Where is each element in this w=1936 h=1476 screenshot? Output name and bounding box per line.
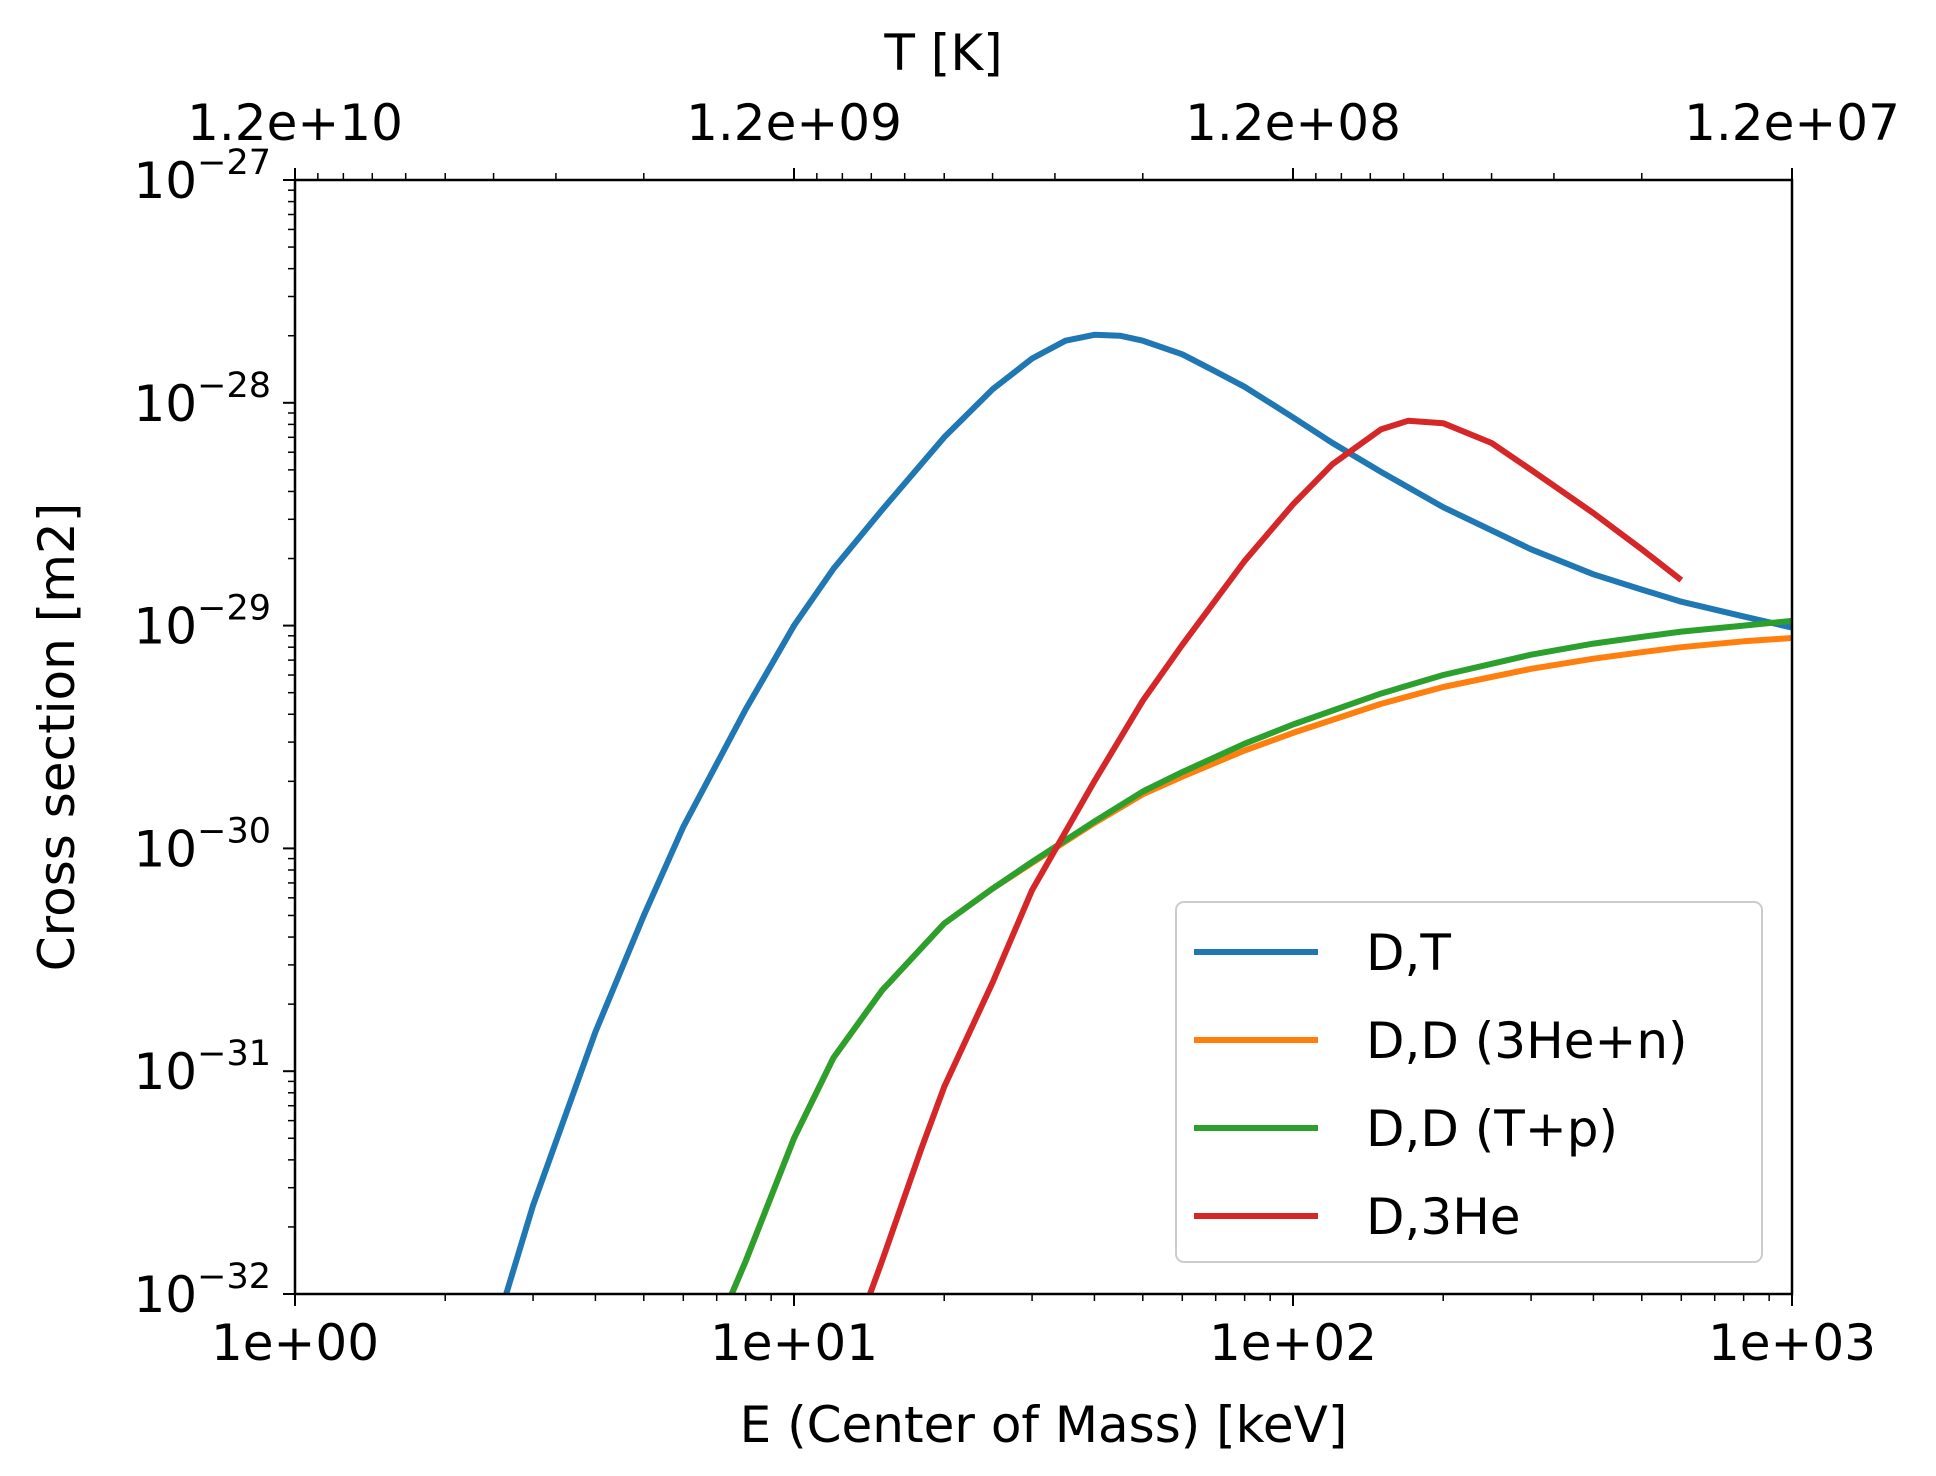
y-axis-label: Cross section [m2]	[28, 503, 86, 971]
y-tick-label: 10−31	[134, 1034, 272, 1101]
top-tick-label: 1.2e+10	[187, 94, 403, 152]
top-axis-label: T [K]	[883, 24, 1002, 82]
top-tick-label: 1.2e+09	[686, 94, 902, 152]
series-line-0	[503, 331, 1792, 1294]
x-tick-label: 1e+03	[1708, 1314, 1876, 1372]
top-tick-label: 1.2e+08	[1185, 94, 1401, 152]
series-line-2	[728, 617, 1792, 1294]
plot-frame	[293, 178, 1794, 1296]
legend-box	[1175, 901, 1763, 1263]
legend-label-0: D,T	[1366, 924, 1451, 982]
x-axis-label: E (Center of Mass) [keV]	[740, 1396, 1348, 1454]
x-tick-label: 1e+01	[710, 1314, 878, 1372]
y-tick-label: 10−28	[134, 366, 272, 433]
y-tick-label: 10−32	[134, 1257, 272, 1324]
series-layer	[503, 331, 1792, 1294]
x-tick-label: 1e+02	[1209, 1314, 1377, 1372]
y-tick-label: 10−29	[134, 589, 272, 656]
x-tick-label: 1e+00	[211, 1314, 379, 1372]
y-tick-label: 10−27	[134, 143, 272, 210]
legend-label-2: D,D (T+p)	[1366, 1100, 1618, 1158]
y-tick-label: 10−30	[134, 811, 272, 878]
legend-label-3: D,3He	[1366, 1188, 1521, 1246]
legend-label-1: D,D (3He+n)	[1366, 1012, 1688, 1070]
legend: D,T D,D (3He+n) D,D (T+p) D,3He	[1175, 901, 1763, 1263]
tick-layer: 1e+00 1e+01 1e+02 1e+03 10−32 10−31 10−30 10−29…	[134, 94, 1900, 1372]
top-tick-label: 1.2e+07	[1684, 94, 1900, 152]
series-line-3	[867, 417, 1684, 1294]
